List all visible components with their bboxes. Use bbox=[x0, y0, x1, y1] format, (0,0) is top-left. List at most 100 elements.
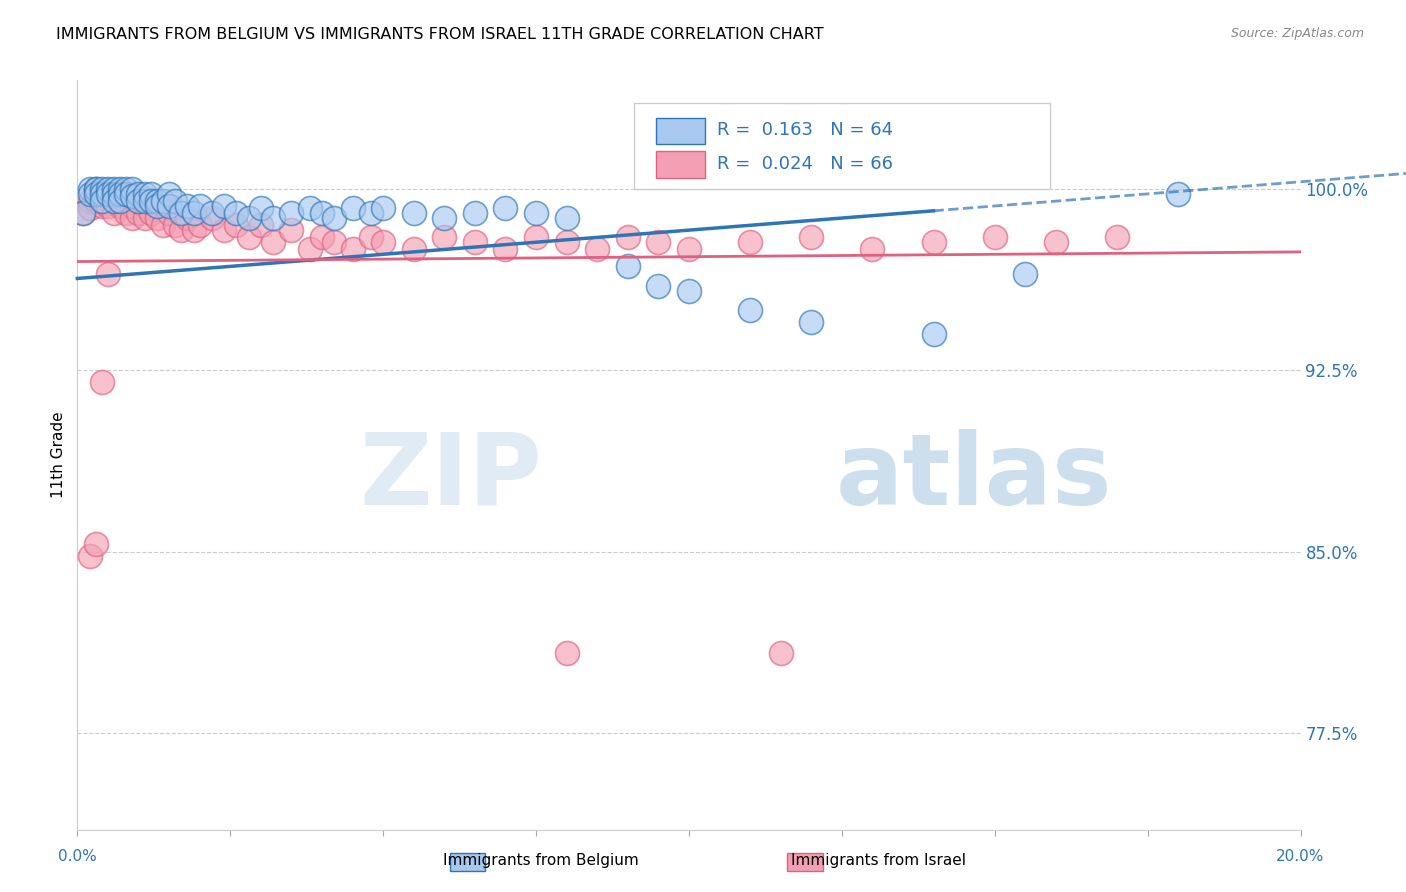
Point bbox=[170, 223, 193, 237]
Point bbox=[121, 182, 143, 196]
Point bbox=[433, 211, 456, 225]
Bar bbox=[634, 103, 1050, 189]
Point bbox=[157, 206, 180, 220]
Y-axis label: 11th Grade: 11th Grade bbox=[51, 411, 66, 499]
Point bbox=[97, 186, 120, 201]
Point bbox=[311, 206, 333, 220]
Point bbox=[115, 194, 138, 208]
Point bbox=[157, 186, 180, 201]
Point bbox=[84, 537, 107, 551]
Point bbox=[524, 230, 547, 244]
Point bbox=[152, 219, 174, 233]
Point bbox=[238, 211, 260, 225]
Point bbox=[740, 302, 762, 317]
Point bbox=[79, 549, 101, 564]
Point bbox=[201, 206, 224, 220]
Point bbox=[84, 182, 107, 196]
Point bbox=[555, 646, 578, 660]
Point bbox=[678, 243, 700, 257]
Point bbox=[769, 646, 792, 660]
Point bbox=[134, 199, 156, 213]
Bar bbox=[657, 118, 704, 144]
Text: 20.0%: 20.0% bbox=[1277, 849, 1324, 863]
Point bbox=[1045, 235, 1067, 250]
Point bbox=[146, 211, 169, 225]
Point bbox=[1107, 230, 1129, 244]
Point bbox=[90, 186, 112, 201]
Text: atlas: atlas bbox=[835, 429, 1112, 526]
Point bbox=[108, 186, 131, 201]
Point bbox=[402, 206, 425, 220]
Point bbox=[115, 186, 138, 201]
Point bbox=[157, 199, 180, 213]
Point bbox=[103, 182, 125, 196]
Point bbox=[1014, 267, 1036, 281]
Point bbox=[922, 327, 945, 342]
Point bbox=[103, 186, 125, 201]
Point bbox=[250, 202, 273, 216]
Text: R =  0.024   N = 66: R = 0.024 N = 66 bbox=[717, 155, 893, 173]
Point bbox=[176, 199, 198, 213]
Point bbox=[555, 211, 578, 225]
Point bbox=[311, 230, 333, 244]
Point bbox=[188, 219, 211, 233]
Point bbox=[90, 376, 112, 390]
Point bbox=[262, 211, 284, 225]
Point bbox=[495, 243, 517, 257]
Point bbox=[79, 194, 101, 208]
Point bbox=[121, 199, 143, 213]
Point bbox=[146, 194, 169, 208]
Bar bbox=[657, 152, 704, 178]
Point bbox=[188, 199, 211, 213]
Point bbox=[97, 186, 120, 201]
Point bbox=[984, 230, 1007, 244]
Point bbox=[464, 206, 486, 220]
Point bbox=[72, 206, 94, 220]
Point bbox=[1167, 186, 1189, 201]
Point bbox=[97, 267, 120, 281]
Point bbox=[165, 219, 187, 233]
Point bbox=[647, 235, 669, 250]
Point bbox=[323, 211, 346, 225]
Point bbox=[212, 223, 235, 237]
Point bbox=[298, 202, 321, 216]
Point bbox=[165, 194, 187, 208]
Point bbox=[127, 206, 149, 220]
Point bbox=[84, 182, 107, 196]
Point bbox=[79, 182, 101, 196]
Point bbox=[170, 206, 193, 220]
Point bbox=[134, 211, 156, 225]
Text: IMMIGRANTS FROM BELGIUM VS IMMIGRANTS FROM ISRAEL 11TH GRADE CORRELATION CHART: IMMIGRANTS FROM BELGIUM VS IMMIGRANTS FR… bbox=[56, 27, 824, 42]
Point bbox=[176, 211, 198, 225]
Point bbox=[108, 199, 131, 213]
Point bbox=[139, 186, 162, 201]
Point bbox=[617, 260, 640, 274]
Point bbox=[79, 202, 101, 216]
Point bbox=[922, 235, 945, 250]
Point bbox=[84, 194, 107, 208]
Point bbox=[225, 206, 247, 220]
Point bbox=[134, 186, 156, 201]
Point bbox=[280, 206, 302, 220]
Point bbox=[360, 206, 382, 220]
Point bbox=[108, 186, 131, 201]
Text: R =  0.163   N = 64: R = 0.163 N = 64 bbox=[717, 121, 893, 139]
Point bbox=[262, 235, 284, 250]
Point bbox=[97, 182, 120, 196]
Point bbox=[108, 194, 131, 208]
Point bbox=[103, 194, 125, 208]
Point bbox=[212, 199, 235, 213]
Point bbox=[115, 206, 138, 220]
Point bbox=[678, 284, 700, 298]
Point bbox=[298, 243, 321, 257]
Point bbox=[555, 235, 578, 250]
Text: Source: ZipAtlas.com: Source: ZipAtlas.com bbox=[1230, 27, 1364, 40]
Point bbox=[146, 199, 169, 213]
Point bbox=[800, 315, 823, 329]
Point bbox=[495, 202, 517, 216]
Point bbox=[115, 182, 138, 196]
Point bbox=[740, 235, 762, 250]
Point bbox=[90, 186, 112, 201]
Point bbox=[183, 223, 205, 237]
Point bbox=[152, 194, 174, 208]
